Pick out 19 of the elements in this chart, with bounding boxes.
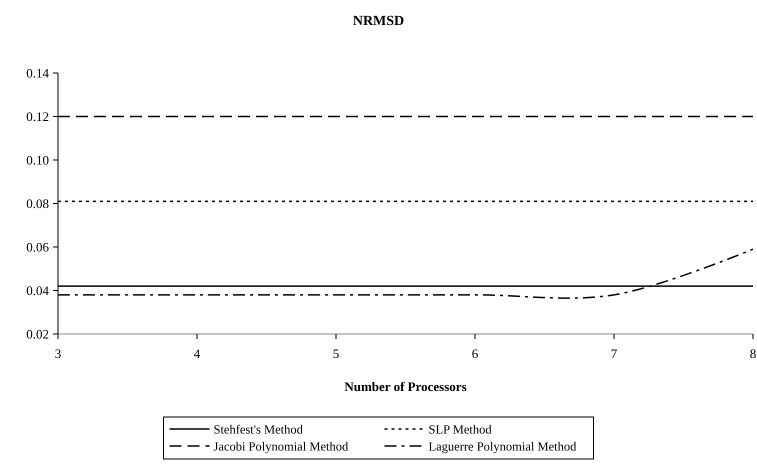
y-tick-label: 0.06 (26, 240, 50, 255)
legend-label: Jacobi Polynomial Method (214, 439, 349, 454)
legend-label: Laguerre Polynomial Method (428, 439, 578, 454)
y-tick-label: 0.02 (26, 326, 49, 342)
chart-title: NRMSD (352, 14, 404, 29)
y-tick-label: 0.08 (26, 196, 49, 212)
x-tick-label: 6 (472, 346, 479, 361)
x-tick-label: 4 (194, 346, 201, 361)
x-tick-label: 7 (610, 346, 618, 361)
x-tick-label: 5 (332, 346, 340, 361)
x-tick-label: 3 (54, 346, 62, 361)
y-tick-label: 0.04 (26, 283, 50, 298)
legend-label: SLP Method (428, 422, 492, 436)
x-axis-title: Number of Processors (344, 379, 467, 394)
y-tick-label: 0.12 (26, 109, 49, 124)
x-tick-label: 8 (750, 346, 756, 361)
y-tick-label: 0.14 (26, 66, 50, 81)
legend-label: Stehfest's Method (214, 422, 304, 436)
y-tick-label: 0.10 (26, 152, 49, 168)
